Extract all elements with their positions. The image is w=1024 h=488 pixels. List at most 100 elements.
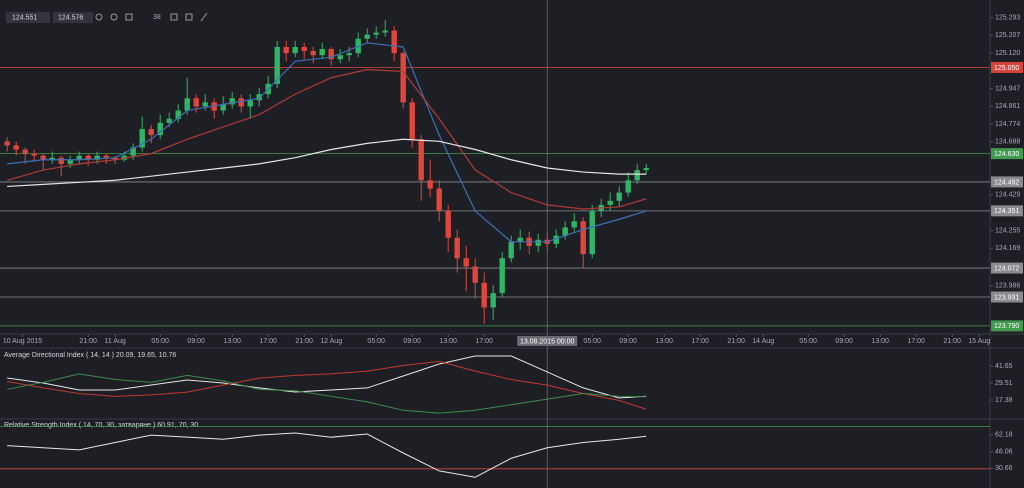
x-tick-label: 15 Aug <box>968 338 990 345</box>
price-level-box <box>991 148 1023 160</box>
x-tick-label: 05:00 <box>151 338 169 345</box>
draw-icon[interactable] <box>200 12 208 22</box>
price-level-label: 124.630 <box>994 151 1019 158</box>
candle-body <box>616 192 622 201</box>
zoom-level[interactable]: 38 <box>153 14 161 21</box>
candle-body <box>220 104 226 111</box>
x-tick-label: 05:00 <box>799 338 817 345</box>
layout-icon[interactable] <box>125 13 133 21</box>
x-tick-label: 13:00 <box>655 338 673 345</box>
candle-body <box>517 237 523 242</box>
y-tick-label: 17.38 <box>995 397 1013 404</box>
x-tick-label: 13:00 <box>223 338 241 345</box>
screenshot-icon[interactable] <box>170 13 178 21</box>
y-tick-label: 124.429 <box>995 192 1020 199</box>
candle-body <box>184 98 190 111</box>
candle-body <box>445 211 451 238</box>
candle-body <box>535 239 541 246</box>
candle-body <box>454 237 460 259</box>
y-tick-label: 46.06 <box>995 449 1013 456</box>
y-tick-label: 124.169 <box>995 245 1020 252</box>
price-level-box <box>991 320 1023 332</box>
candle-body <box>157 122 163 136</box>
candle-body <box>103 155 109 158</box>
candle-body <box>490 293 496 308</box>
indicator-line <box>7 355 647 399</box>
x-tick-label: 05:00 <box>367 338 385 345</box>
candle-body <box>373 32 379 35</box>
x-tick-label: 17:00 <box>691 338 709 345</box>
x-tick-label: 13:00 <box>439 338 457 345</box>
candle-body <box>310 51 316 56</box>
settings-icon[interactable] <box>185 13 193 21</box>
price-level-label: 125.050 <box>994 65 1019 72</box>
candle-body <box>166 118 172 123</box>
y-tick-label: 124.255 <box>995 227 1020 234</box>
zoom-in-icon[interactable] <box>95 13 103 21</box>
x-tick-label: 09:00 <box>619 338 637 345</box>
price-level-label: 124.492 <box>994 179 1019 186</box>
toolbar: 124.551 124.576 38 <box>6 12 208 23</box>
candle-body <box>49 157 55 160</box>
candle-body <box>562 227 568 236</box>
price-level-label: 124.072 <box>994 265 1019 272</box>
y-tick-label: 29.51 <box>995 380 1013 387</box>
candle-body <box>364 34 370 39</box>
candle-body <box>238 98 244 107</box>
candle-body <box>40 155 46 160</box>
x-tick-label: 21:00 <box>727 338 745 345</box>
x-tick-label: 13:00 <box>871 338 889 345</box>
price-box <box>53 12 93 23</box>
x-tick-label: 14 Aug <box>752 338 774 345</box>
y-tick-label: 125.120 <box>995 50 1020 57</box>
candle-body <box>130 147 136 156</box>
y-tick-label: 124.688 <box>995 139 1020 146</box>
zoom-out-icon[interactable] <box>110 13 118 21</box>
candle-body <box>319 49 325 56</box>
candle-body <box>13 145 19 150</box>
x-tick-label: 21:00 <box>79 338 97 345</box>
ask-price: 124.576 <box>58 14 83 21</box>
candle-body <box>202 102 208 107</box>
candle-body <box>481 282 487 308</box>
price-level-label: 123.931 <box>994 294 1019 301</box>
candle-body <box>634 170 640 181</box>
candle-body <box>427 180 433 189</box>
y-tick-label: 30.66 <box>995 465 1013 472</box>
x-tick-label: 17:00 <box>907 338 925 345</box>
candle-body <box>625 180 631 193</box>
candle-body <box>571 221 577 228</box>
candle-body <box>436 188 442 212</box>
moving-average <box>7 138 647 188</box>
x-tick-label: 09:00 <box>403 338 421 345</box>
x-tick-label: 11 Aug <box>105 338 126 345</box>
candle-body <box>4 141 10 146</box>
y-tick-label: 124.861 <box>995 103 1020 110</box>
candle-body <box>22 149 28 154</box>
candle-body <box>94 155 100 160</box>
x-tick-label: 12 Aug <box>320 338 342 345</box>
candle-body <box>301 46 307 52</box>
candle-body <box>229 98 235 105</box>
x-tick-label: 21:00 <box>295 338 313 345</box>
moving-average <box>7 42 647 243</box>
y-tick-label: 124.947 <box>995 85 1020 92</box>
indicator-line <box>7 373 647 414</box>
indicator-title: Relative Strength Index ( 14, 70, 30, за… <box>4 422 198 429</box>
price-level-label: 123.790 <box>994 323 1019 330</box>
candle-body <box>112 157 118 160</box>
candle-body <box>274 46 280 84</box>
y-tick-label: 62.18 <box>995 432 1013 439</box>
x-tick-label: 17:00 <box>475 338 493 345</box>
indicator-title: Average Directional Index ( 14, 14 ) 20.… <box>4 352 176 359</box>
candle-body <box>67 159 73 164</box>
y-tick-label: 41.65 <box>995 363 1013 370</box>
candle-body <box>247 100 253 107</box>
price-box <box>6 12 50 23</box>
candle-body <box>382 30 388 33</box>
candle-body <box>508 241 514 259</box>
x-tick-label: 21:00 <box>943 338 961 345</box>
candle-body <box>472 266 478 283</box>
moving-average <box>7 68 647 210</box>
candle-body <box>346 53 352 56</box>
